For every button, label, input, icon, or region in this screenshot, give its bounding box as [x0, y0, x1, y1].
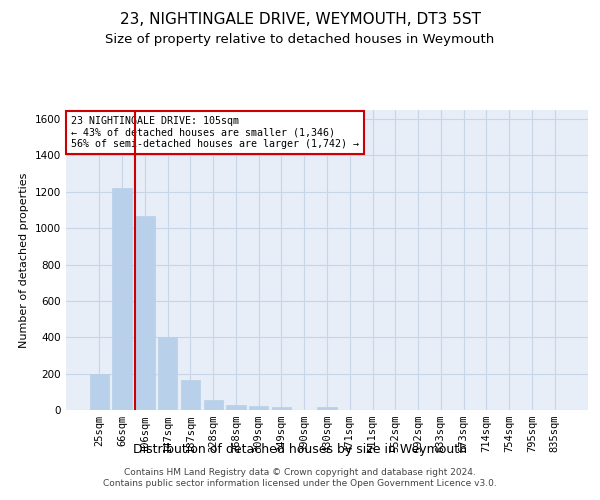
Text: Contains HM Land Registry data © Crown copyright and database right 2024.
Contai: Contains HM Land Registry data © Crown c… [103, 468, 497, 487]
Text: 23 NIGHTINGALE DRIVE: 105sqm
← 43% of detached houses are smaller (1,346)
56% of: 23 NIGHTINGALE DRIVE: 105sqm ← 43% of de… [71, 116, 359, 149]
Bar [135, 216, 155, 410]
Text: Size of property relative to detached houses in Weymouth: Size of property relative to detached ho… [106, 32, 494, 46]
Text: Distribution of detached houses by size in Weymouth: Distribution of detached houses by size … [133, 442, 467, 456]
Bar [203, 400, 223, 410]
Bar [317, 408, 337, 410]
Bar [226, 406, 245, 410]
Bar [90, 374, 109, 410]
Text: 23, NIGHTINGALE DRIVE, WEYMOUTH, DT3 5ST: 23, NIGHTINGALE DRIVE, WEYMOUTH, DT3 5ST [119, 12, 481, 28]
Bar [181, 380, 200, 410]
Y-axis label: Number of detached properties: Number of detached properties [19, 172, 29, 348]
Bar [158, 338, 178, 410]
Bar [249, 406, 268, 410]
Bar [272, 408, 291, 410]
Bar [112, 188, 132, 410]
